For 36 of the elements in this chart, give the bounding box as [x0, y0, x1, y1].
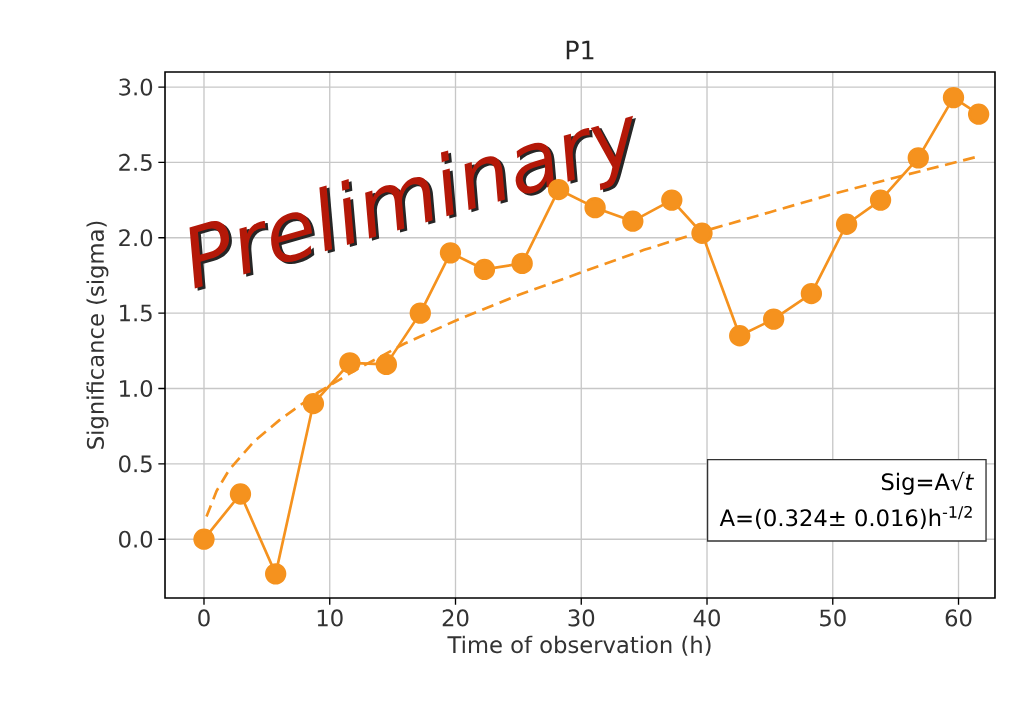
x-axis-title: Time of observation (h)	[447, 635, 711, 656]
x-tick-label: 60	[945, 609, 972, 627]
chart-title: P1	[566, 40, 594, 60]
y-tick-label: 2.5	[119, 153, 152, 171]
x-tick-label: 30	[568, 609, 595, 627]
point	[661, 189, 683, 211]
x-tick-label: 20	[442, 609, 469, 627]
x-tick-label: 10	[317, 609, 343, 627]
point	[942, 86, 965, 109]
point	[265, 563, 287, 585]
point	[762, 308, 785, 330]
point	[339, 352, 361, 374]
y-tick-label: 0.5	[119, 455, 152, 473]
annotation: A=(0.324± 0.016)h$^{-1/2}$	[719, 505, 972, 530]
y-tick-label: 1.5	[120, 304, 152, 322]
point	[869, 189, 892, 211]
point	[835, 213, 858, 235]
x-tick-label: 0	[198, 609, 210, 627]
y-tick-label: 2.0	[119, 229, 153, 247]
point	[729, 325, 751, 347]
y-axis-title: Significance (sigma)	[86, 221, 109, 449]
point	[967, 103, 990, 125]
x-tick-label: 50	[820, 609, 846, 627]
point	[229, 483, 252, 505]
point	[302, 392, 325, 415]
point	[907, 147, 929, 169]
y-tick-label: 1.0	[120, 379, 153, 398]
x-tick-label: 40	[693, 609, 720, 627]
y-tick-label: 0.0	[119, 530, 153, 548]
point	[409, 302, 431, 324]
point	[800, 282, 823, 305]
point	[375, 353, 398, 376]
point	[193, 528, 215, 550]
annotation: Sig=A√t	[881, 471, 975, 495]
y-tick-label: 3.0	[119, 78, 153, 96]
point	[691, 222, 713, 244]
